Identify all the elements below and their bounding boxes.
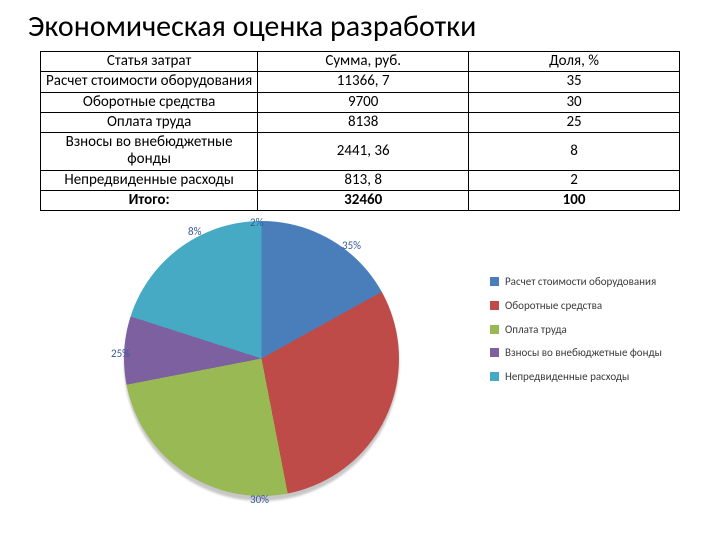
slice-label: 25% [111, 347, 130, 360]
legend-item: Взносы во внебюджетные фонды [490, 346, 680, 360]
legend-swatch [490, 325, 499, 334]
legend-item: Оплата труда [490, 323, 680, 337]
slice-label: 8% [188, 225, 201, 238]
legend-swatch [490, 301, 499, 310]
slice-label: 2% [250, 216, 263, 229]
table-total-row: Итого:32460100 [41, 190, 680, 210]
chart-legend: Расчет стоимости оборудования Оборотные … [490, 275, 680, 394]
legend-label: Расчет стоимости оборудования [505, 275, 656, 289]
legend-swatch [490, 348, 499, 357]
table-row: Расчет стоимости оборудования11366, 735 [41, 72, 680, 92]
legend-label: Оборотные средства [505, 299, 602, 313]
slice-label: 30% [250, 493, 269, 506]
table-row: Оборотные средства970030 [41, 92, 680, 112]
pie-chart-area: 35% 30% 25% 8% 2% Расчет стоимости обору… [40, 219, 680, 509]
table-header-row: Статья затрат Сумма, руб. Доля, % [41, 52, 680, 72]
slide-title: Экономическая оценка разработки [0, 0, 720, 51]
legend-label: Взносы во внебюджетные фонды [505, 346, 662, 360]
legend-swatch [490, 277, 499, 286]
table-row: Оплата труда813825 [41, 112, 680, 132]
col-header: Сумма, руб. [258, 52, 469, 72]
col-header: Статья затрат [41, 52, 258, 72]
cost-table: Статья затрат Сумма, руб. Доля, % Расчет… [40, 51, 680, 211]
legend-item: Расчет стоимости оборудования [490, 275, 680, 289]
legend-label: Оплата труда [505, 323, 567, 337]
pie [124, 221, 399, 496]
legend-swatch [490, 372, 499, 381]
slice-label: 35% [342, 239, 361, 252]
table-row: Непредвиденные расходы813, 82 [41, 170, 680, 190]
pie-chart: 35% 30% 25% 8% 2% [110, 219, 410, 497]
legend-item: Непредвиденные расходы [490, 370, 680, 384]
col-header: Доля, % [469, 52, 680, 72]
legend-item: Оборотные средства [490, 299, 680, 313]
legend-label: Непредвиденные расходы [505, 370, 629, 384]
table-row: Взносы во внебюджетные фонды2441, 368 [41, 133, 680, 171]
